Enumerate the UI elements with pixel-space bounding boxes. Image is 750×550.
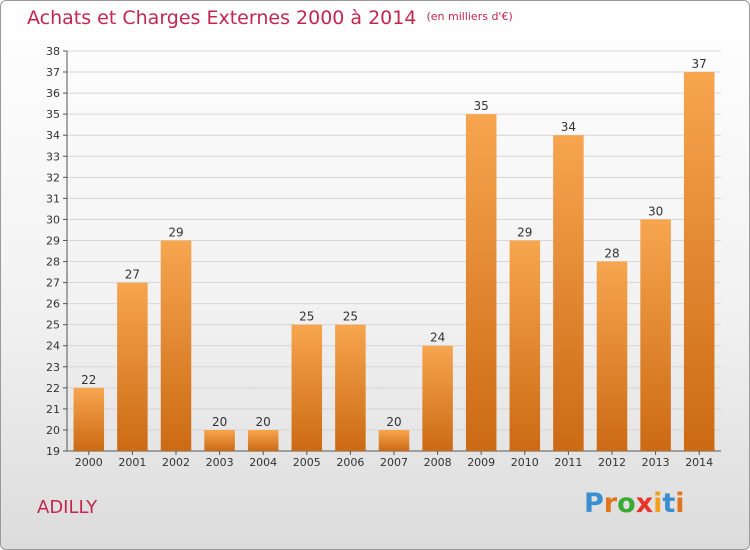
bar-2006 xyxy=(335,324,366,451)
x-tick-label: 2001 xyxy=(118,456,146,469)
data-label: 25 xyxy=(343,310,358,324)
y-tick-label: 26 xyxy=(46,298,60,311)
bar-2013 xyxy=(640,219,671,451)
data-label: 34 xyxy=(561,120,576,134)
y-tick-label: 19 xyxy=(46,445,60,458)
logo-letter: o xyxy=(617,488,636,519)
y-tick-label: 25 xyxy=(46,319,60,332)
bar-2010 xyxy=(509,240,541,451)
data-label: 30 xyxy=(648,204,663,218)
data-label: 20 xyxy=(212,415,227,429)
y-tick-label: 22 xyxy=(46,382,60,395)
x-tick-label: 2009 xyxy=(467,456,495,469)
logo-letter: i xyxy=(675,488,685,519)
x-tick-label: 2010 xyxy=(511,456,539,469)
y-tick-label: 37 xyxy=(46,66,60,79)
x-tick-label: 2013 xyxy=(642,456,670,469)
bar-2001 xyxy=(117,282,148,451)
y-tick-label: 29 xyxy=(46,234,60,247)
bar-2009 xyxy=(465,114,497,451)
y-tick-label: 34 xyxy=(46,129,60,142)
x-tick-label: 2014 xyxy=(685,456,713,469)
data-label: 25 xyxy=(299,310,314,324)
y-tick-label: 30 xyxy=(46,213,60,226)
bar-2012 xyxy=(596,261,628,451)
bar-2008 xyxy=(422,345,453,451)
bar-2005 xyxy=(291,324,323,451)
x-tick-label: 2002 xyxy=(162,456,190,469)
x-tick-label: 2004 xyxy=(249,456,277,469)
y-tick-label: 27 xyxy=(46,277,60,290)
data-label: 37 xyxy=(692,57,707,71)
bar-2014 xyxy=(683,72,715,451)
commune-name: ADILLY xyxy=(37,497,98,518)
data-label: 28 xyxy=(604,247,619,261)
bar-2000 xyxy=(73,387,105,451)
y-tick-label: 20 xyxy=(46,424,60,437)
x-tick-label: 2011 xyxy=(554,456,582,469)
labels: 19 20 21 22 23 24 25 26 27 28 29 30 31 32 33 34 35 36 37 38… xyxy=(46,45,713,469)
data-label: 20 xyxy=(386,415,401,429)
proxiti-logo: Proxiti xyxy=(584,488,685,519)
logo-letter: r xyxy=(603,488,618,519)
x-tick-label: 2006 xyxy=(336,456,364,469)
logo-letter: x xyxy=(635,488,654,519)
x-tick-label: 2005 xyxy=(293,456,321,469)
chart-subtitle: (en milliers d'€) xyxy=(426,10,513,23)
x-tick-label: 2003 xyxy=(206,456,234,469)
bar-2003 xyxy=(204,429,235,451)
x-tick-label: 2012 xyxy=(598,456,626,469)
bar-2011 xyxy=(553,135,584,452)
data-label: 35 xyxy=(474,99,489,113)
data-label: 29 xyxy=(168,225,183,239)
bars xyxy=(73,72,715,452)
logo-letter: P xyxy=(584,488,604,519)
x-tick-label: 2007 xyxy=(380,456,408,469)
chart-title: Achats et Charges Externes 2000 à 2014 (e… xyxy=(27,7,513,29)
y-tick-label: 36 xyxy=(46,87,60,100)
y-tick-label: 32 xyxy=(46,171,60,184)
logo-letter: t xyxy=(662,488,676,519)
data-label: 24 xyxy=(430,331,445,345)
logo-letter: i xyxy=(653,488,663,519)
x-tick-label: 2008 xyxy=(424,456,452,469)
y-tick-label: 21 xyxy=(46,403,60,416)
bar-2004 xyxy=(247,429,279,451)
y-tick-label: 24 xyxy=(46,340,60,353)
y-tick-label: 23 xyxy=(46,361,60,374)
x-tick-label: 2000 xyxy=(75,456,103,469)
bar-2007 xyxy=(378,429,410,451)
bar-2002 xyxy=(160,240,192,451)
y-tick-label: 35 xyxy=(46,108,60,121)
data-label: 22 xyxy=(81,373,96,387)
chart-title-text: Achats et Charges Externes 2000 à 2014 xyxy=(27,7,417,29)
y-tick-label: 33 xyxy=(46,150,60,163)
data-label: 29 xyxy=(517,225,532,239)
data-label: 20 xyxy=(256,415,271,429)
y-tick-label: 31 xyxy=(46,192,60,205)
y-tick-label: 38 xyxy=(46,45,60,58)
y-tick-label: 28 xyxy=(46,256,60,269)
data-label: 27 xyxy=(125,268,140,282)
